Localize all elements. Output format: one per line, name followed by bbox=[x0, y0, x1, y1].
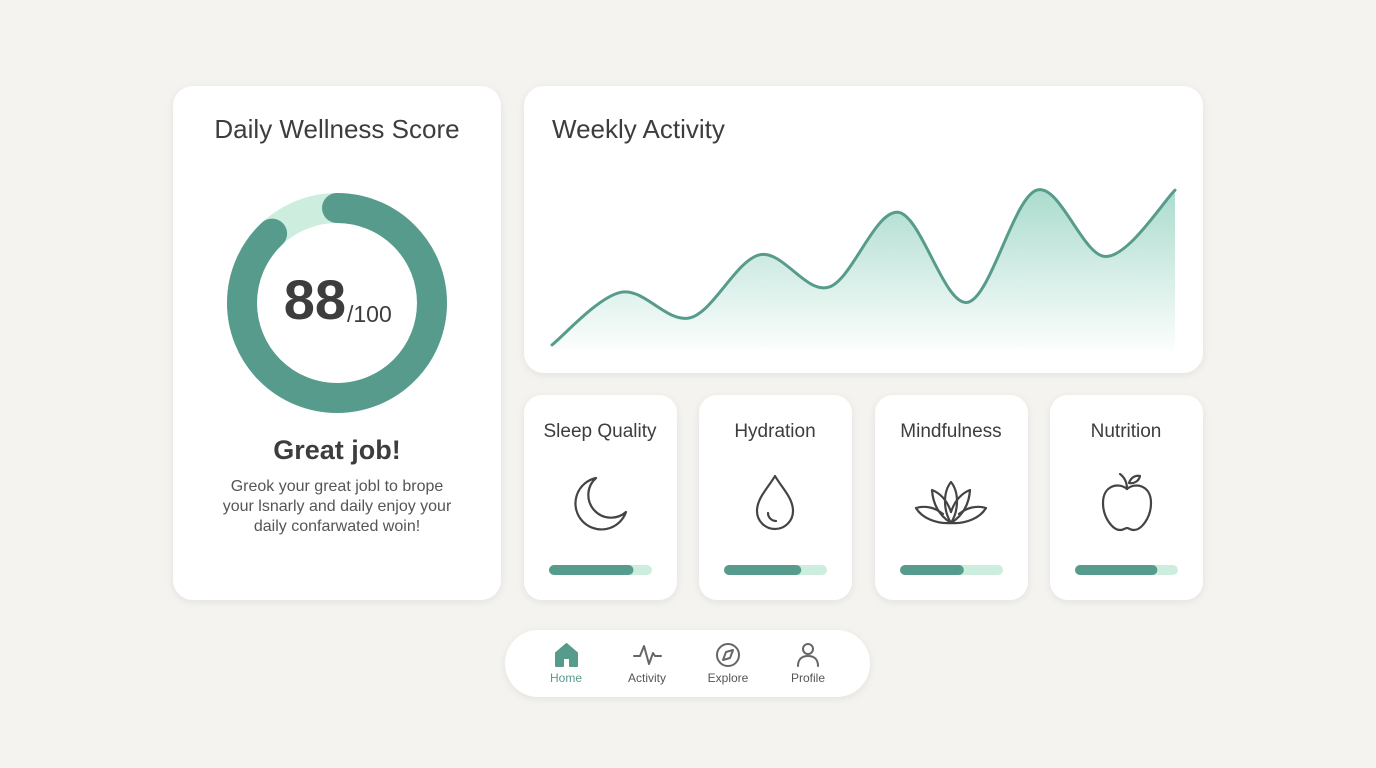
apple-icon bbox=[1101, 472, 1153, 532]
activity-line bbox=[550, 188, 1177, 347]
headline: Great job! bbox=[273, 435, 401, 465]
metric-label: Hydration bbox=[734, 421, 815, 442]
lotus-icon bbox=[914, 480, 988, 525]
nav-label[interactable]: Explore bbox=[708, 671, 749, 685]
nav-label[interactable]: Profile bbox=[791, 671, 825, 685]
metric-label: Nutrition bbox=[1091, 421, 1162, 442]
progress-fill bbox=[549, 565, 634, 575]
activity-icon[interactable] bbox=[633, 645, 662, 665]
score-arc bbox=[227, 193, 447, 413]
score-value: 88 bbox=[284, 268, 346, 331]
metric-card[interactable] bbox=[699, 395, 852, 600]
message-line: your lsnarly and daily enjoy your bbox=[223, 498, 452, 515]
nav-label[interactable]: Home bbox=[550, 671, 582, 685]
progress-fill bbox=[900, 565, 964, 575]
home-icon[interactable] bbox=[555, 643, 578, 667]
metric-card[interactable] bbox=[1050, 395, 1203, 600]
metric-label: Sleep Quality bbox=[543, 421, 657, 442]
nav-bar bbox=[505, 630, 870, 697]
card-title: Weekly Activity bbox=[552, 114, 725, 144]
nav-label[interactable]: Activity bbox=[628, 671, 666, 685]
metric-card[interactable] bbox=[524, 395, 677, 600]
wellness-card bbox=[173, 86, 501, 600]
profile-icon[interactable] bbox=[797, 643, 819, 667]
message-line: Greok your great jobl to brope bbox=[231, 478, 444, 495]
metric-card[interactable] bbox=[875, 395, 1028, 600]
progress-fill bbox=[1075, 565, 1158, 575]
progress-fill bbox=[724, 565, 802, 575]
card-title: Daily Wellness Score bbox=[214, 114, 459, 144]
drop-icon bbox=[755, 474, 795, 531]
metric-label: Mindfulness bbox=[900, 421, 1001, 442]
message-line: daily confarwated woin! bbox=[254, 518, 420, 535]
moon-icon bbox=[574, 476, 628, 531]
activity-area bbox=[552, 189, 1175, 350]
score-max: /100 bbox=[347, 301, 392, 327]
explore-icon[interactable] bbox=[716, 643, 740, 667]
